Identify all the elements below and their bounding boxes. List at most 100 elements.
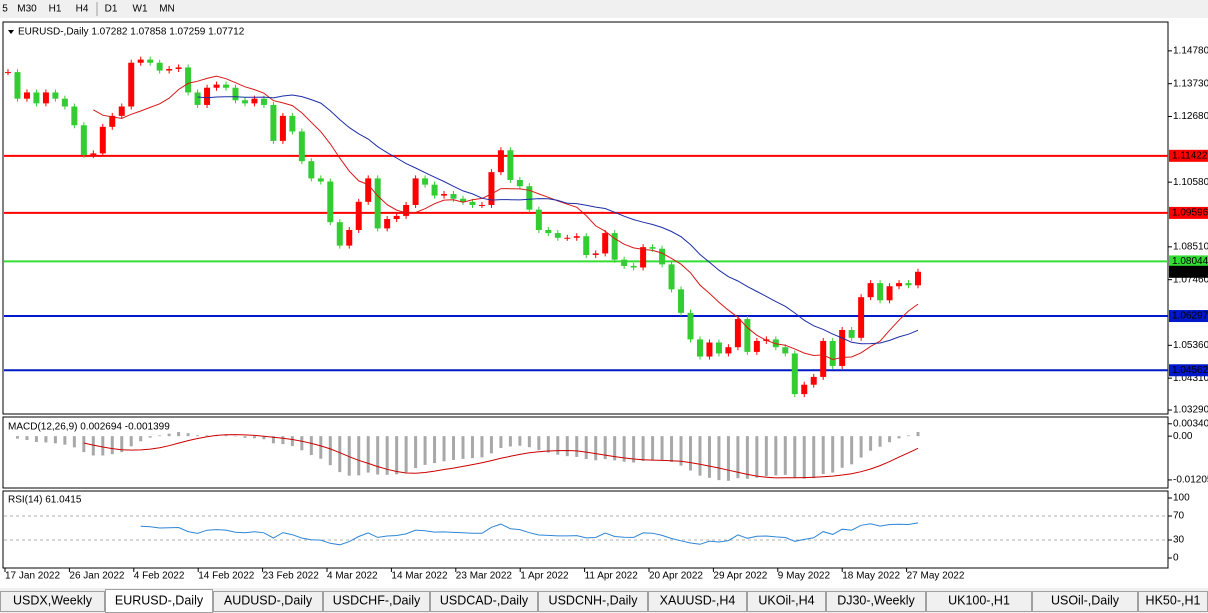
rsi-tick-label: 0 (1173, 553, 1179, 564)
candle-body (431, 184, 438, 196)
level-tag-label: 1.06297 (1172, 311, 1208, 322)
macd-tick-label: 0.00 (1173, 431, 1193, 442)
timeframe-button[interactable]: H4 (76, 4, 89, 15)
macd-bar (736, 436, 740, 479)
macd-bar (774, 436, 778, 476)
macd-bar (859, 436, 863, 458)
candle-body (289, 115, 296, 132)
macd-bar (404, 436, 408, 473)
tab[interactable] (538, 591, 648, 612)
candle-body (744, 319, 751, 352)
tab-label[interactable]: USDCHF-,Daily (333, 593, 421, 607)
x-tick-label: 14 Feb 2022 (198, 571, 255, 582)
candle-body (621, 259, 628, 266)
tab-label[interactable]: USDCNH-,Daily (549, 593, 639, 607)
macd-bar (177, 432, 181, 437)
tab[interactable] (747, 591, 826, 612)
y-tick-label: 1.14780 (1173, 45, 1208, 56)
tab-label[interactable]: UKOil-,H4 (758, 593, 814, 607)
timeframe-button[interactable]: W1 (133, 4, 148, 15)
macd-bar (461, 436, 465, 459)
tab[interactable] (926, 591, 1032, 612)
macd-bar (110, 436, 114, 455)
rsi-tick-label: 100 (1173, 493, 1190, 504)
x-tick-label: 4 Feb 2022 (134, 571, 185, 582)
candle-body (488, 172, 495, 205)
x-tick-label: 29 Apr 2022 (713, 571, 767, 582)
x-tick-label: 18 May 2022 (842, 571, 900, 582)
tab[interactable] (323, 591, 430, 612)
macd-bar (433, 436, 437, 464)
candle-body (175, 67, 182, 69)
tab-label[interactable]: HK50-,H1 (1146, 593, 1201, 607)
candle-body (725, 347, 732, 354)
y-tick-label: 1.07460 (1173, 274, 1208, 285)
y-tick-label: 1.05360 (1173, 340, 1208, 351)
tab[interactable] (0, 591, 105, 612)
last-price-label: 1.07712 (1172, 266, 1208, 277)
macd-bar (907, 435, 911, 437)
macd-bar (15, 436, 19, 439)
macd-bar (745, 436, 749, 479)
tab[interactable] (430, 591, 538, 612)
tab-label[interactable]: DJ30-,Weekly (837, 593, 915, 607)
level-tag (1169, 149, 1208, 162)
candle-body (678, 289, 685, 313)
macd-bar (888, 436, 892, 443)
macd-bar (916, 431, 920, 437)
level-tag-label: 1.11422 (1172, 150, 1208, 161)
macd-bar (717, 436, 721, 481)
macd-bar (755, 436, 759, 478)
last-price-tag (1169, 265, 1208, 278)
macd-bar (328, 436, 332, 466)
timeframe-button[interactable]: MN (159, 4, 175, 15)
candle-body (185, 67, 192, 93)
candle-body (630, 265, 637, 268)
timeframe-button[interactable]: D1 (105, 4, 118, 15)
tab-label[interactable]: USDCAD-,Daily (440, 593, 529, 607)
y-tick-label: 1.08510 (1173, 241, 1208, 252)
macd-bar (489, 436, 493, 454)
macd-bar (290, 436, 294, 447)
candle-body (52, 92, 59, 99)
candle-body (317, 178, 324, 182)
tab-label[interactable]: EURUSD-,Daily (115, 593, 204, 607)
macd-bar (499, 436, 503, 449)
tab[interactable] (213, 591, 323, 612)
macd-bar (651, 436, 655, 460)
macd-bar (679, 436, 683, 466)
tab[interactable] (648, 591, 747, 612)
macd-bar (878, 436, 882, 447)
timeframe-button[interactable]: H1 (49, 4, 62, 15)
macd-bar (565, 436, 569, 457)
tab[interactable] (1032, 591, 1138, 612)
x-tick-label: 4 Mar 2022 (327, 571, 378, 582)
macd-bar (622, 436, 626, 462)
macd-bar (243, 436, 247, 438)
candle-body (687, 312, 694, 340)
macd-bar (556, 436, 560, 455)
candle-body (791, 353, 798, 395)
chart-title: EURUSD-,Daily 1.07282 1.07858 1.07259 1.… (18, 27, 245, 38)
candle-body (782, 347, 789, 354)
candle-body (5, 72, 11, 74)
price-panel (2, 21, 1169, 415)
candle-body (734, 319, 741, 348)
tab-label[interactable]: XAUUSD-,H4 (660, 593, 736, 607)
candle-body (403, 204, 410, 216)
candle-body (915, 271, 921, 286)
tab-label[interactable]: UK100-,H1 (948, 593, 1010, 607)
level-tag-label: 1.04562 (1172, 365, 1208, 376)
timeframe-button[interactable]: M30 (17, 4, 37, 15)
macd-bar (167, 433, 171, 437)
candle-body (14, 72, 21, 99)
toolbar (0, 0, 1208, 18)
candle-body (270, 104, 277, 141)
tab-label[interactable]: USOil-,Daily (1051, 593, 1120, 607)
macd-bar (357, 436, 361, 476)
tab[interactable] (826, 591, 926, 612)
tab-label[interactable]: AUDUSD-,Daily (224, 593, 313, 607)
timeframe-button[interactable]: 5 (2, 4, 8, 15)
macd-bar (546, 436, 550, 453)
tab-label[interactable]: USDX,Weekly (13, 593, 93, 607)
